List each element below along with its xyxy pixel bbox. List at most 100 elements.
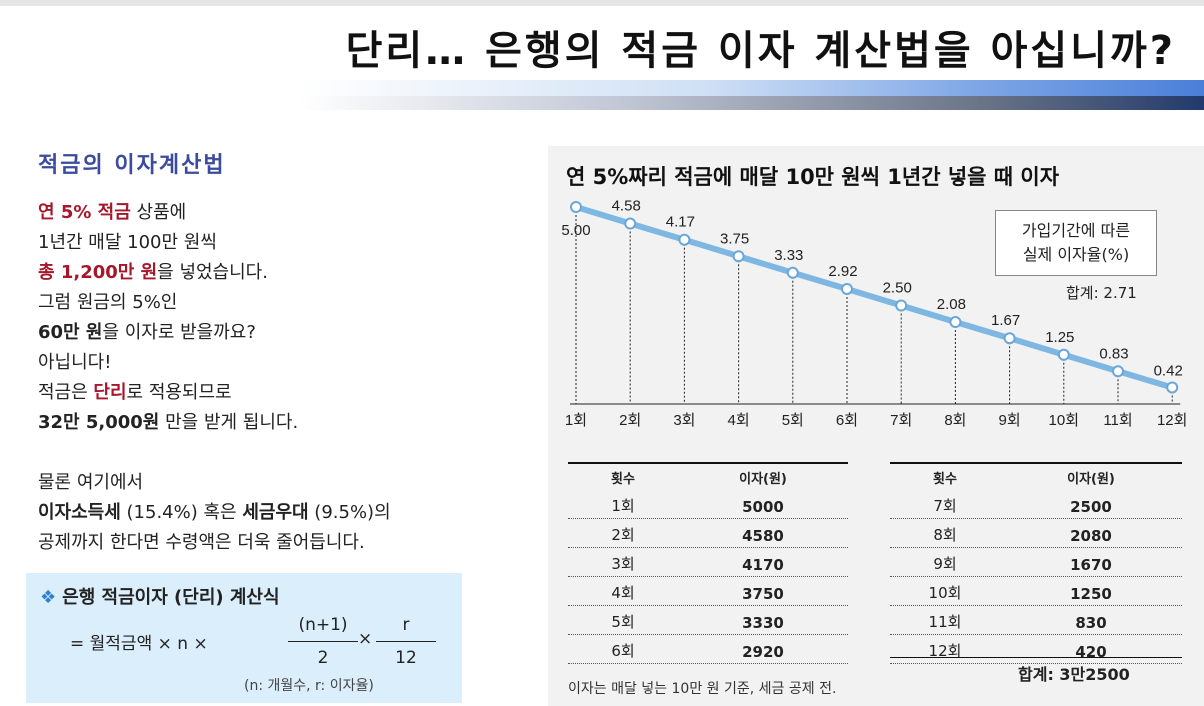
cell-count: 10회 xyxy=(928,584,962,602)
data-point xyxy=(1112,365,1124,378)
data-label: 2.92 xyxy=(828,263,857,280)
text: 을 넣었습니다. xyxy=(157,262,268,283)
data-label: 0.83 xyxy=(1099,345,1128,362)
data-point xyxy=(1057,348,1070,361)
cell-interest: 2500 xyxy=(1070,498,1112,516)
table-header: 횟수 이자(원) xyxy=(568,462,848,490)
cell-interest: 4170 xyxy=(742,556,784,574)
data-label: 5.00 xyxy=(561,222,590,239)
fraction-bar xyxy=(288,641,358,642)
text: 공제까지 한다면 수령액은 더욱 줄어듭니다. xyxy=(38,532,365,553)
legend-line-2: 실제 이자율(%) xyxy=(1022,245,1130,264)
data-label: 1.67 xyxy=(991,312,1020,329)
cell-count: 5회 xyxy=(611,613,635,631)
data-label: 3.33 xyxy=(774,247,803,264)
formula-lhs: = 월적금액 × n × xyxy=(70,634,208,654)
data-point xyxy=(895,299,908,312)
title-gradient-band xyxy=(300,80,1204,96)
table-header: 횟수 이자(원) xyxy=(890,462,1182,490)
cell-interest: 4580 xyxy=(742,527,784,545)
x-tick-label: 12회 xyxy=(1157,412,1188,429)
chart-legend-box: 가입기간에 따른 실제 이자율(%) xyxy=(995,210,1157,276)
cell-interest: 3750 xyxy=(742,585,784,603)
data-point xyxy=(678,233,691,246)
highlight-text: 연 5% 적금 xyxy=(38,202,131,223)
text: 물론 여기에서 xyxy=(38,472,144,493)
formula-note: (n: 개월수, r: 이자율) xyxy=(244,678,374,694)
data-point xyxy=(1003,332,1016,345)
cell-interest: 5000 xyxy=(742,498,784,516)
cell-interest: 830 xyxy=(1075,614,1107,632)
cell-count: 4회 xyxy=(611,584,635,602)
text: 적금은 xyxy=(38,382,94,403)
diamond-bullet-icon: ❖ xyxy=(40,587,57,608)
cell-interest: 2080 xyxy=(1070,527,1112,545)
formula-fraction-2: r 12 xyxy=(376,615,436,668)
text: 로 적용되므로 xyxy=(126,382,232,403)
table-total: 합계: 3만2500 xyxy=(1018,665,1130,684)
cell-interest: 1670 xyxy=(1070,556,1112,574)
x-tick-label: 5회 xyxy=(782,412,804,429)
text: (9.5%)의 xyxy=(308,502,391,523)
data-point xyxy=(841,282,853,295)
x-tick-label: 4회 xyxy=(728,412,750,429)
table-row: 10회 1250 xyxy=(890,577,1182,606)
page-title: 단리… 은행의 적금 이자 계산법을 아십니까? xyxy=(345,28,1176,74)
series-line xyxy=(573,204,1176,391)
table-row: 6회 2920 xyxy=(568,635,848,664)
top-border xyxy=(0,0,1204,6)
cell-count: 7회 xyxy=(933,497,957,515)
bold-text: 60만 원 xyxy=(38,322,103,343)
table-row: 7회 2500 xyxy=(890,490,1182,519)
tax-paragraph: 물론 여기에서 이자소득세 (15.4%) 혹은 세금우대 (9.5%)의 공제… xyxy=(38,468,391,558)
cell-count: 9회 xyxy=(933,555,957,573)
total-rule xyxy=(890,657,1182,658)
highlight-text: 총 1,200만 원 xyxy=(38,262,158,283)
x-tick-label: 3회 xyxy=(673,412,695,429)
interest-table-left: 횟수 이자(원) 1회 5000 2회 4580 3회 4170 4회 3750 5회 3330 6… xyxy=(568,462,848,664)
table-row: 11회 830 xyxy=(890,606,1182,635)
data-label: 4.58 xyxy=(612,198,641,215)
text: 을 이자로 받을까요? xyxy=(102,322,256,343)
numerator: (n+1) xyxy=(298,615,348,635)
formula-fraction-1: (n+1) 2 xyxy=(288,615,358,668)
table-row: 8회 2080 xyxy=(890,519,1182,548)
data-point xyxy=(1166,381,1179,394)
explanation-paragraph: 연 5% 적금 상품에 1년간 매달 100만 원씩 총 1,200만 원을 넣… xyxy=(38,198,298,438)
times-sign: × xyxy=(358,629,373,649)
cell-interest: 420 xyxy=(1075,643,1107,661)
text: 상품에 xyxy=(130,202,187,223)
text: 아닙니다! xyxy=(38,352,112,373)
data-point xyxy=(732,250,745,263)
data-point xyxy=(949,316,962,329)
data-point xyxy=(786,266,799,279)
cell-count: 3회 xyxy=(611,555,635,573)
table-row: 3회 4170 xyxy=(568,548,848,577)
table-row: 5회 3330 xyxy=(568,606,848,635)
footnote: 이자는 매달 넣는 10만 원 기준, 세금 공제 전. xyxy=(568,681,837,697)
chart-panel: 연 5%짜리 적금에 매달 10만 원씩 1년간 넣을 때 이자 5.00 4.5… xyxy=(548,146,1204,706)
data-label: 1.25 xyxy=(1045,329,1074,346)
cell-count: 2회 xyxy=(611,526,635,544)
cell-count: 1회 xyxy=(611,497,635,515)
x-tick-label: 2회 xyxy=(619,412,641,429)
x-tick-label: 9회 xyxy=(999,412,1021,429)
interest-table-right: 횟수 이자(원) 7회 2500 8회 2080 9회 1670 10회 1250 11회 830… xyxy=(890,462,1182,664)
data-point xyxy=(624,217,637,230)
text: 만을 받게 됩니다. xyxy=(159,412,299,433)
table-row: 12회 420 xyxy=(890,635,1182,664)
title-gradient-band-dark xyxy=(300,96,1204,110)
section-heading: 적금의 이자계산법 xyxy=(38,153,226,178)
cell-interest: 3330 xyxy=(742,614,784,632)
text: (15.4%) 혹은 xyxy=(120,502,243,523)
table-row: 1회 5000 xyxy=(568,490,848,519)
cell-interest: 1250 xyxy=(1070,585,1112,603)
denominator: 12 xyxy=(395,648,417,668)
x-tick-label: 11회 xyxy=(1103,412,1132,429)
table-row: 2회 4580 xyxy=(568,519,848,548)
x-tick-label: 7회 xyxy=(890,412,912,429)
chart-total: 합계: 2.71 xyxy=(1066,284,1137,302)
bold-text: 세금우대 xyxy=(242,502,309,523)
bold-text: 32만 5,000원 xyxy=(38,412,160,433)
legend-line-1: 가입기간에 따른 xyxy=(1021,221,1131,240)
